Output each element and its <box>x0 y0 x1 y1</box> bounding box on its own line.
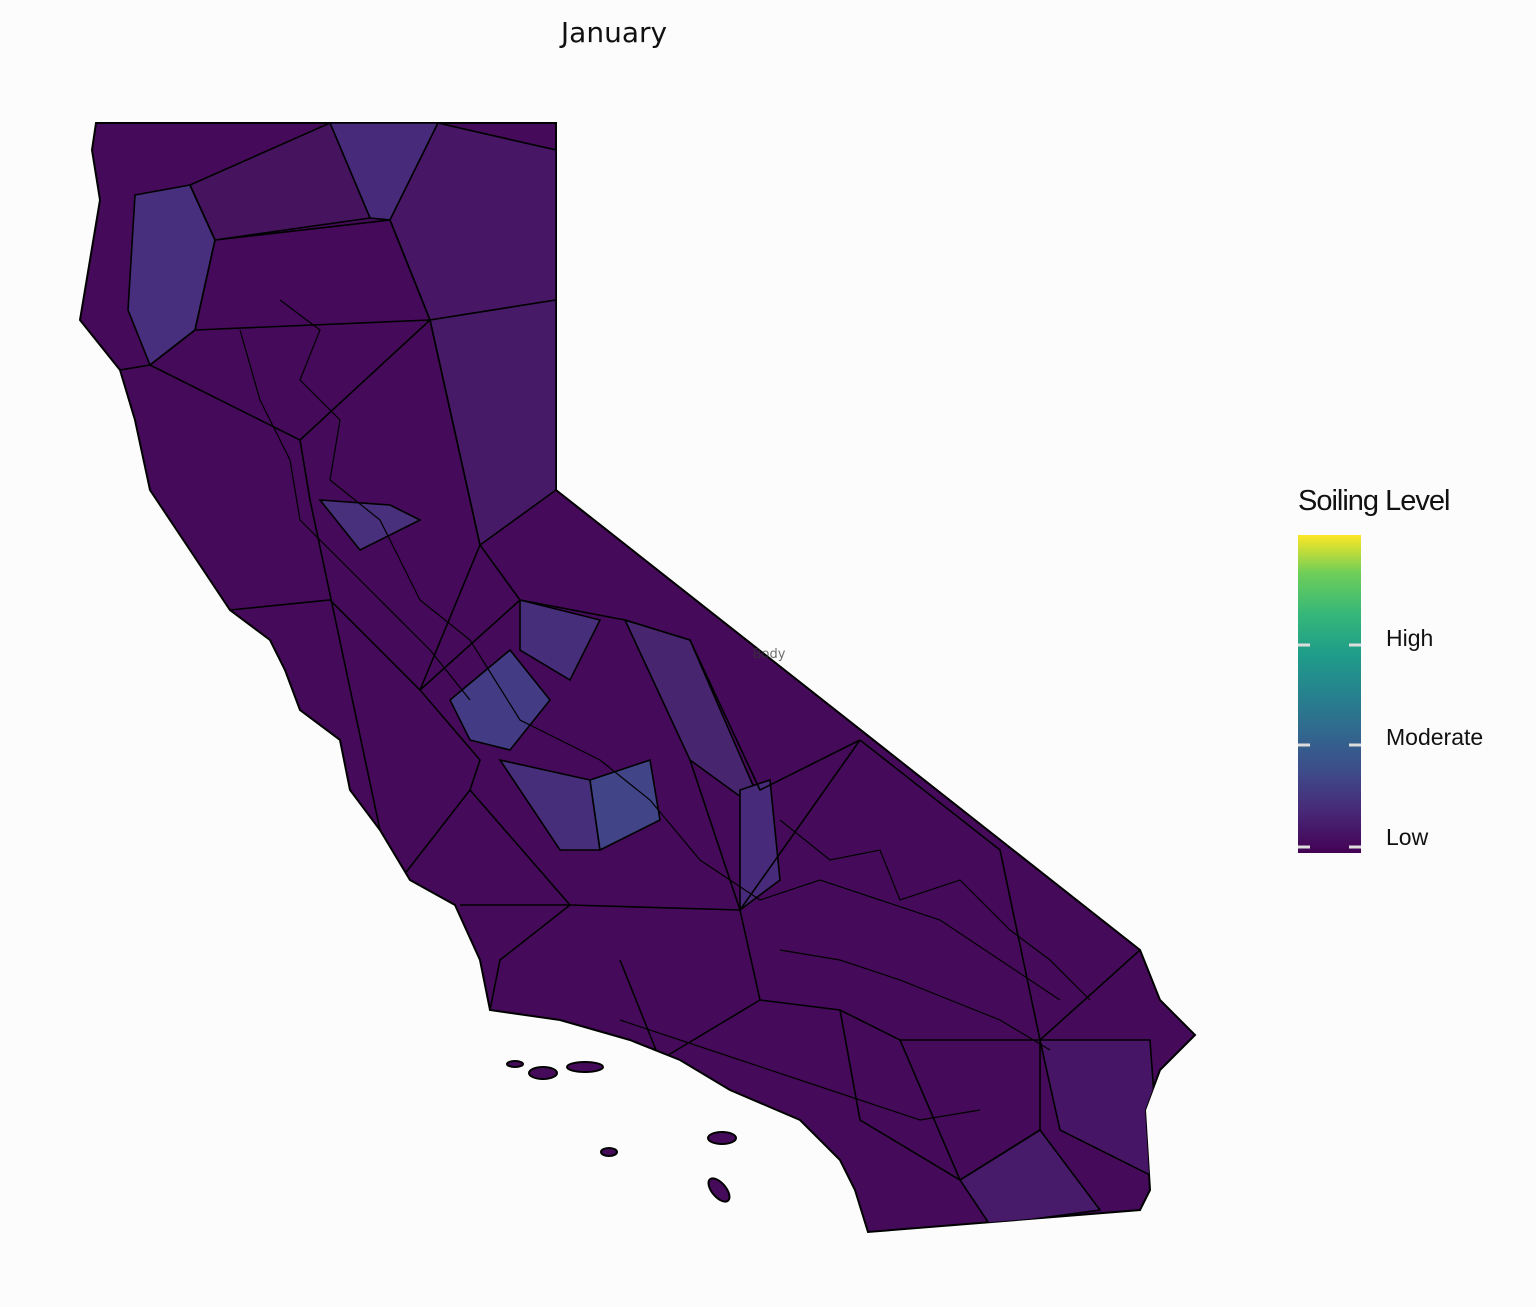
island <box>707 1131 737 1145</box>
region <box>589 758 661 852</box>
island <box>506 1060 524 1068</box>
california-map: Body <box>78 122 1197 1234</box>
legend-label: Low <box>1386 824 1429 850</box>
state-outline <box>78 122 1197 1234</box>
region <box>739 778 781 912</box>
regions <box>119 123 1161 1226</box>
map-title: January <box>559 16 667 49</box>
legend: Soiling Level High Moderate Low <box>1298 485 1483 853</box>
island <box>528 1066 558 1080</box>
legend-label: High <box>1386 625 1433 651</box>
island <box>566 1061 604 1073</box>
legend-title: Soiling Level <box>1298 485 1449 517</box>
region <box>519 598 602 682</box>
legend-label: Moderate <box>1386 724 1483 750</box>
region <box>318 499 422 552</box>
map-annotation: Body <box>753 647 786 662</box>
islands <box>506 1060 737 1203</box>
island <box>600 1147 618 1157</box>
color-bar <box>1298 535 1361 853</box>
legend-ticks <box>1298 643 1361 849</box>
island <box>707 1177 731 1203</box>
